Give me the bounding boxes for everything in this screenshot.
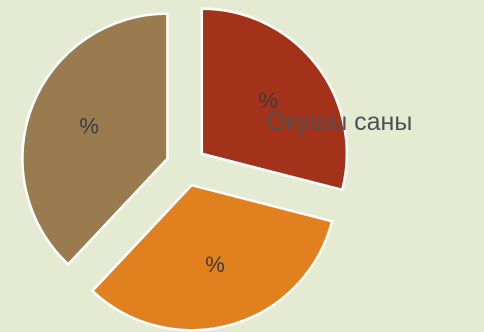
slice-label-1: %: [258, 88, 278, 113]
pie-slice-1: [200, 7, 349, 192]
slice-label-2: %: [205, 252, 225, 277]
slice-label-3: %: [79, 113, 99, 138]
pie-slice-2: [90, 183, 334, 332]
legend-series-name: Окушы саны: [266, 108, 413, 136]
pie-slice-3: [21, 12, 169, 267]
